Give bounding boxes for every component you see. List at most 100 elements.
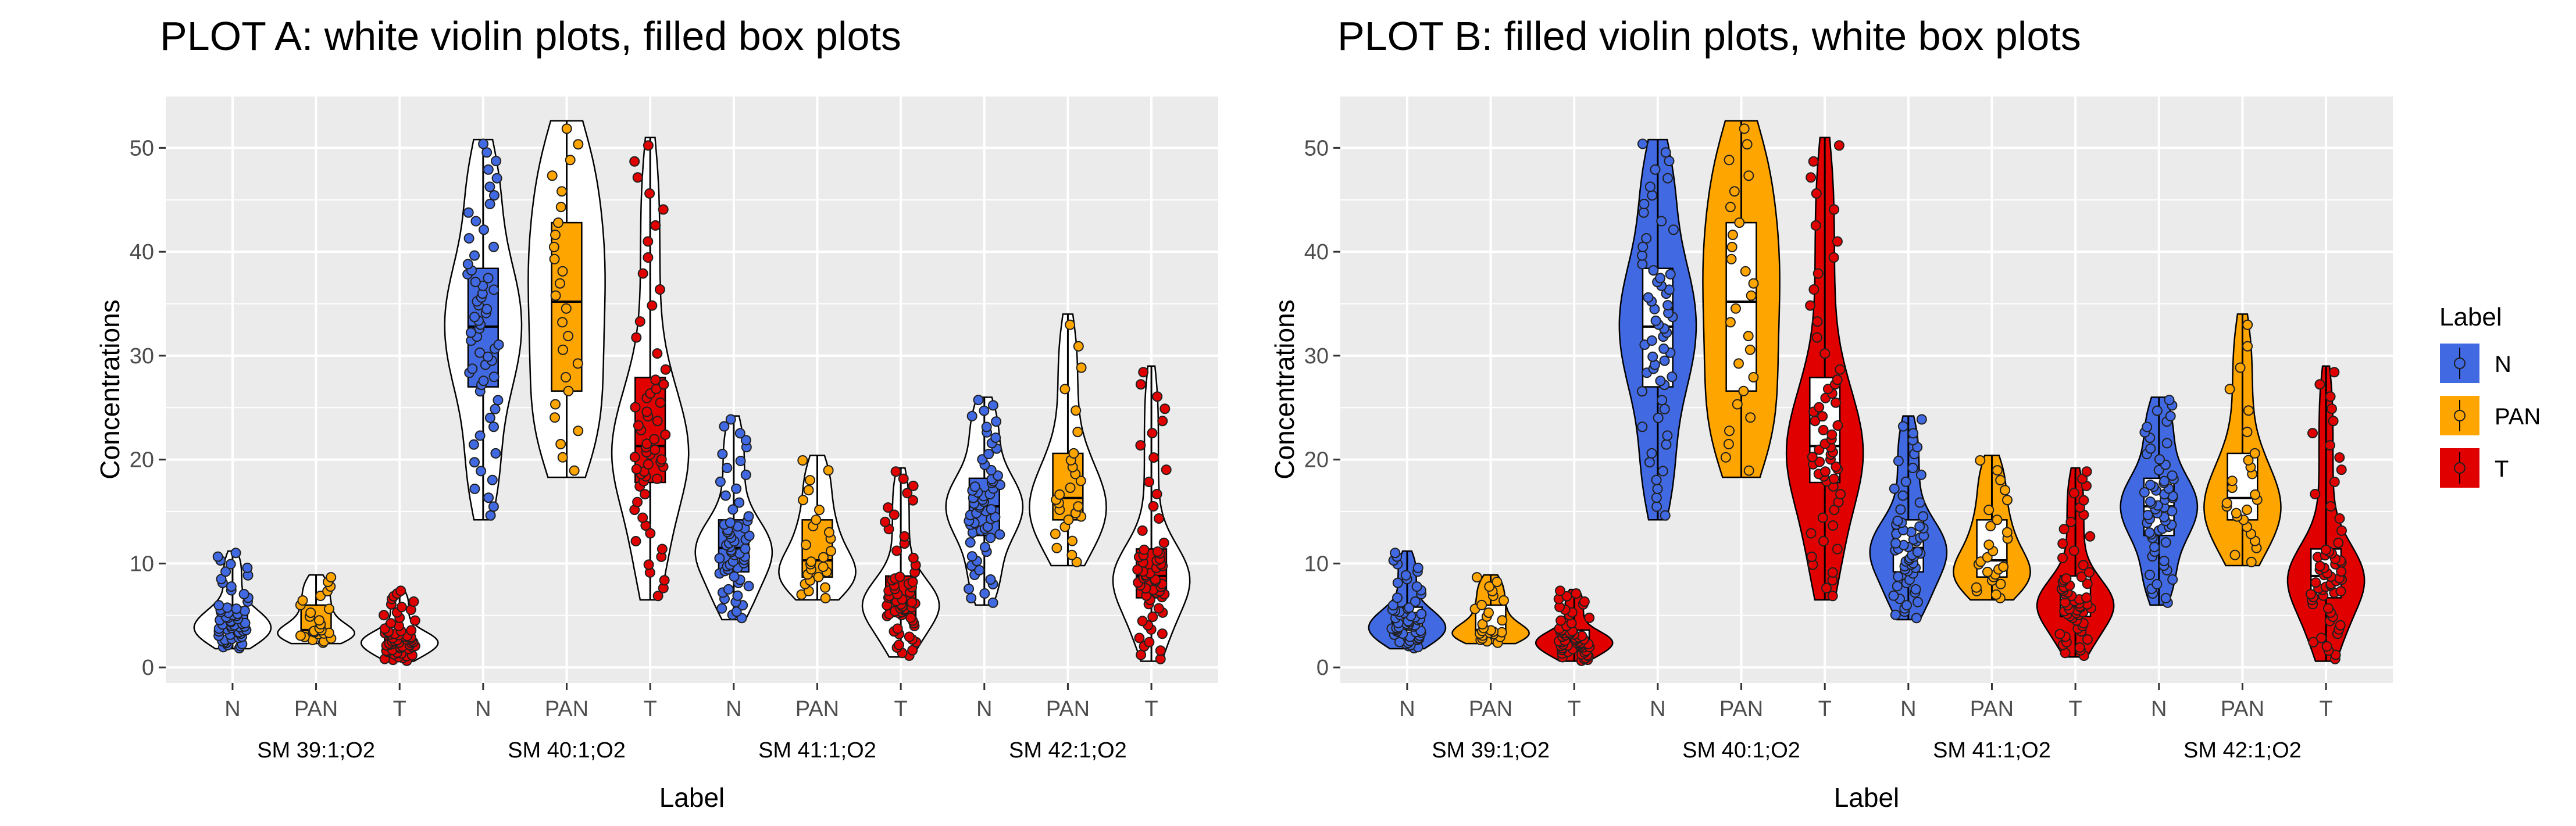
- data-point: [826, 546, 836, 556]
- data-point: [1400, 570, 1411, 581]
- data-point: [395, 585, 406, 596]
- data-point: [561, 123, 572, 134]
- data-point: [898, 473, 909, 484]
- data-point: [1813, 268, 1824, 279]
- data-point: [633, 420, 644, 431]
- data-point: [979, 542, 990, 553]
- data-point: [2221, 498, 2232, 509]
- data-point: [1821, 582, 1832, 593]
- data-point: [2076, 571, 2087, 582]
- data-point: [1995, 578, 2006, 589]
- data-point: [222, 602, 233, 613]
- data-point: [2160, 593, 2171, 603]
- x-tick-label: N: [1650, 697, 1665, 721]
- data-point: [1390, 548, 1401, 559]
- data-point: [1975, 455, 1986, 466]
- data-point: [1068, 448, 1079, 459]
- data-point: [2167, 574, 2178, 585]
- data-point: [652, 348, 663, 359]
- data-point: [1646, 335, 1657, 346]
- data-point: [629, 452, 640, 463]
- data-point: [379, 610, 390, 621]
- data-point: [1655, 273, 1666, 284]
- data-point: [550, 290, 561, 301]
- data-point: [813, 571, 824, 582]
- data-point: [2316, 632, 2327, 643]
- data-point: [2144, 527, 2155, 538]
- data-point: [1992, 514, 2003, 525]
- data-point: [2061, 573, 2072, 584]
- data-point: [463, 233, 474, 244]
- x-tick-label: PAN: [1970, 697, 2014, 721]
- data-point: [734, 428, 745, 439]
- data-point: [1497, 615, 1508, 626]
- data-point: [490, 403, 501, 414]
- data-point: [1651, 474, 1662, 485]
- data-point: [1071, 556, 1082, 567]
- data-point: [470, 216, 481, 227]
- data-point: [565, 155, 576, 166]
- data-point: [640, 489, 651, 500]
- data-point: [1659, 355, 1670, 366]
- data-point: [1911, 613, 1922, 624]
- data-point: [803, 485, 814, 496]
- data-point: [555, 278, 565, 289]
- data-point: [1144, 477, 1154, 487]
- data-point: [649, 434, 660, 445]
- data-point: [1151, 489, 1162, 499]
- data-point: [2243, 405, 2254, 416]
- data-point: [463, 207, 474, 218]
- y-tick-label: 50: [1304, 136, 1329, 160]
- data-point: [1835, 364, 1846, 375]
- data-point: [2227, 475, 2238, 487]
- data-point: [2329, 367, 2340, 378]
- data-point: [2165, 410, 2176, 421]
- data-point: [1729, 186, 1740, 197]
- data-point: [1914, 497, 1925, 508]
- y-tick-label: 20: [1304, 448, 1329, 473]
- data-point: [645, 528, 656, 539]
- data-point: [557, 266, 568, 277]
- data-point: [740, 435, 751, 446]
- data-point: [314, 615, 324, 626]
- data-point: [993, 470, 1003, 481]
- data-point: [1818, 424, 1829, 435]
- data-point: [572, 358, 583, 369]
- data-point: [1073, 341, 1084, 352]
- data-point: [1998, 562, 2009, 573]
- data-point: [650, 444, 661, 455]
- data-point: [1982, 566, 1993, 577]
- data-point: [643, 252, 654, 263]
- x-axis-title: Label: [659, 782, 725, 813]
- data-point: [658, 379, 669, 390]
- data-point: [715, 476, 726, 487]
- data-point: [491, 156, 502, 166]
- data-point: [1154, 513, 1164, 524]
- data-point: [1662, 173, 1673, 184]
- data-point: [820, 582, 831, 593]
- data-point: [894, 639, 904, 650]
- data-point: [658, 204, 669, 215]
- data-point: [561, 372, 571, 382]
- data-point: [1890, 609, 1901, 620]
- data-point: [734, 497, 745, 508]
- data-point: [1571, 588, 1582, 599]
- data-point: [1147, 612, 1158, 623]
- data-point: [2085, 531, 2096, 542]
- data-point: [991, 416, 1002, 427]
- y-tick-label: 10: [130, 552, 154, 576]
- data-point: [1743, 331, 1754, 342]
- data-point: [1644, 181, 1656, 192]
- data-point: [2321, 641, 2332, 652]
- data-point: [1139, 544, 1150, 555]
- data-point: [1651, 501, 1662, 512]
- data-point: [1411, 581, 1422, 592]
- data-point: [557, 452, 568, 463]
- data-point: [1555, 585, 1565, 596]
- data-point: [2336, 525, 2347, 536]
- data-point: [2246, 556, 2257, 567]
- data-point: [469, 457, 480, 468]
- data-point: [465, 327, 476, 338]
- data-point: [2161, 438, 2172, 449]
- data-point: [238, 589, 249, 599]
